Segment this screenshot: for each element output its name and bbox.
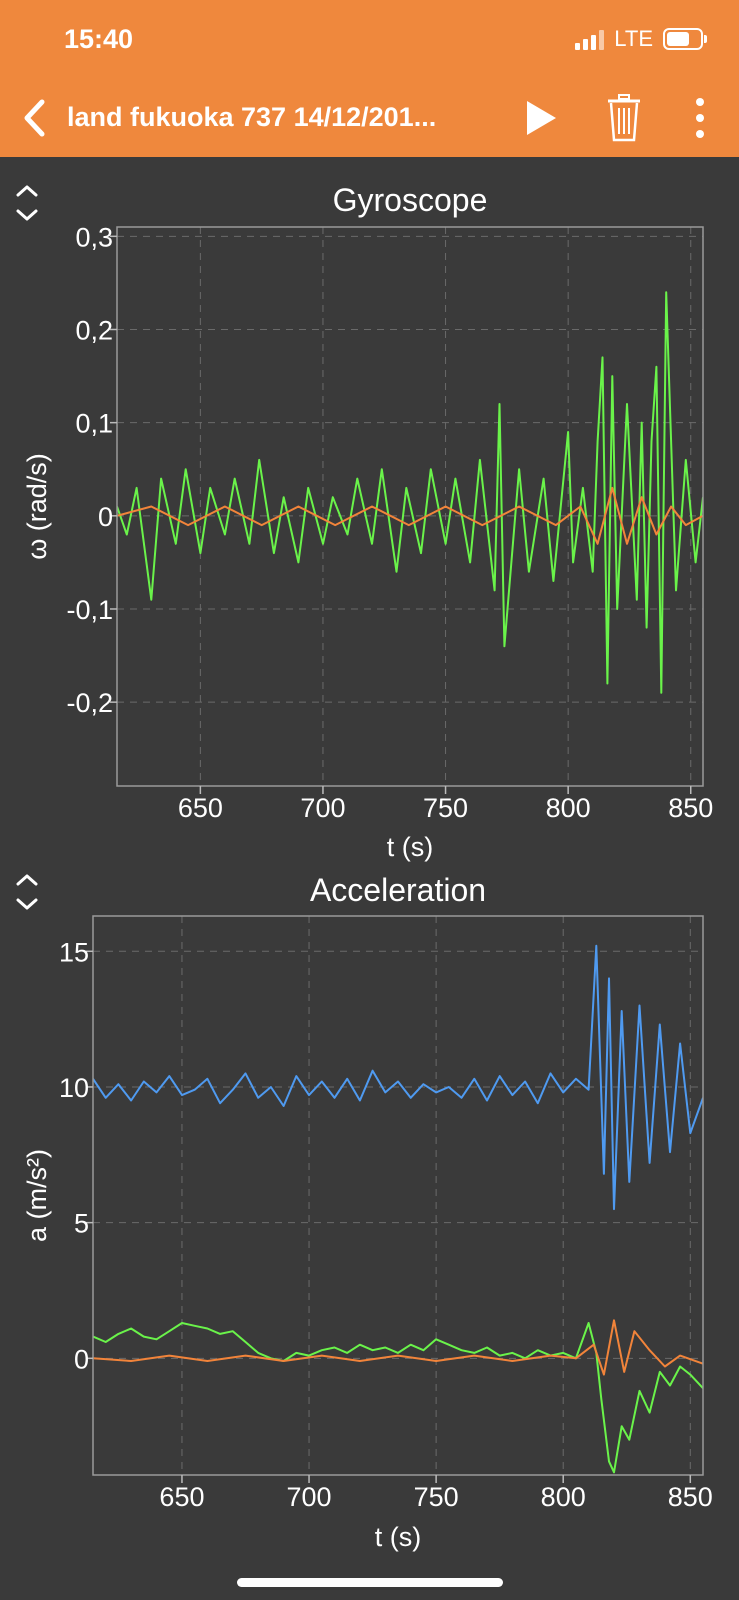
expand-vertical-icon[interactable]	[14, 872, 40, 912]
grid	[117, 227, 703, 786]
x-tick-label: 650	[159, 1482, 204, 1512]
x-tick-label: 750	[414, 1482, 459, 1512]
app-header: 15:40 LTE land fukuoka 737 14/12/201...	[0, 0, 739, 157]
home-indicator[interactable]	[237, 1578, 503, 1587]
x-tick-label: 800	[541, 1482, 586, 1512]
y-tick-label: 15	[59, 937, 89, 967]
battery-icon	[663, 28, 707, 50]
play-icon[interactable]	[524, 98, 558, 138]
chart-title: Acceleration	[310, 872, 486, 908]
x-tick-label: 800	[546, 793, 591, 823]
grid	[93, 916, 703, 1475]
x-tick-label: 750	[423, 793, 468, 823]
x-tick-label: 850	[668, 1482, 713, 1512]
y-tick-label: 0,1	[75, 409, 113, 439]
y-tick-label: 5	[74, 1209, 89, 1239]
y-axis-label: ω (rad/s)	[22, 453, 52, 560]
signal-icon	[575, 28, 605, 50]
x-tick-label: 700	[300, 793, 345, 823]
series-orange-line	[93, 1319, 703, 1376]
y-tick-label: 0	[74, 1344, 89, 1374]
experiment-title: land fukuoka 737 14/12/201...	[67, 102, 437, 132]
status-time: 15:40	[64, 24, 134, 54]
y-tick-label: 0	[98, 502, 113, 532]
y-tick-label: 10	[59, 1073, 89, 1103]
plot-frame	[92, 915, 704, 1476]
gyroscope-chart: Gyroscope 650 700 750 800 850 0,3 0,2 0,1 0 -0,1 -0…	[0, 170, 739, 870]
y-tick-label: -0,1	[66, 595, 113, 625]
series-blue-line	[93, 944, 703, 1211]
trash-icon[interactable]	[606, 94, 642, 142]
x-axis-label: t (s)	[375, 1522, 422, 1552]
plot-frame	[116, 226, 704, 787]
x-tick-label: 650	[178, 793, 223, 823]
x-tick-label: 850	[668, 793, 713, 823]
expand-vertical-icon[interactable]	[14, 183, 40, 223]
x-axis-label: t (s)	[387, 832, 434, 862]
series-green-line	[117, 291, 703, 694]
chart-title: Gyroscope	[333, 182, 488, 218]
y-axis-label: a (m/s²)	[22, 1149, 52, 1242]
series-orange-line	[117, 486, 703, 545]
status-indicators: LTE	[575, 26, 707, 52]
more-vertical-icon[interactable]	[688, 96, 712, 140]
toolbar: land fukuoka 737 14/12/201...	[0, 88, 739, 148]
y-tick-label: -0,2	[66, 688, 113, 718]
y-tick-label: 0,2	[75, 315, 113, 345]
acceleration-chart: Acceleration 650 700 750 800 850 15 10 5 0 t (s) a …	[0, 860, 739, 1560]
network-label: LTE	[614, 26, 653, 51]
x-tick-label: 700	[287, 1482, 332, 1512]
back-chevron-icon[interactable]	[20, 96, 50, 140]
y-tick-label: 0,3	[75, 222, 113, 252]
series-green-line	[93, 1322, 703, 1474]
